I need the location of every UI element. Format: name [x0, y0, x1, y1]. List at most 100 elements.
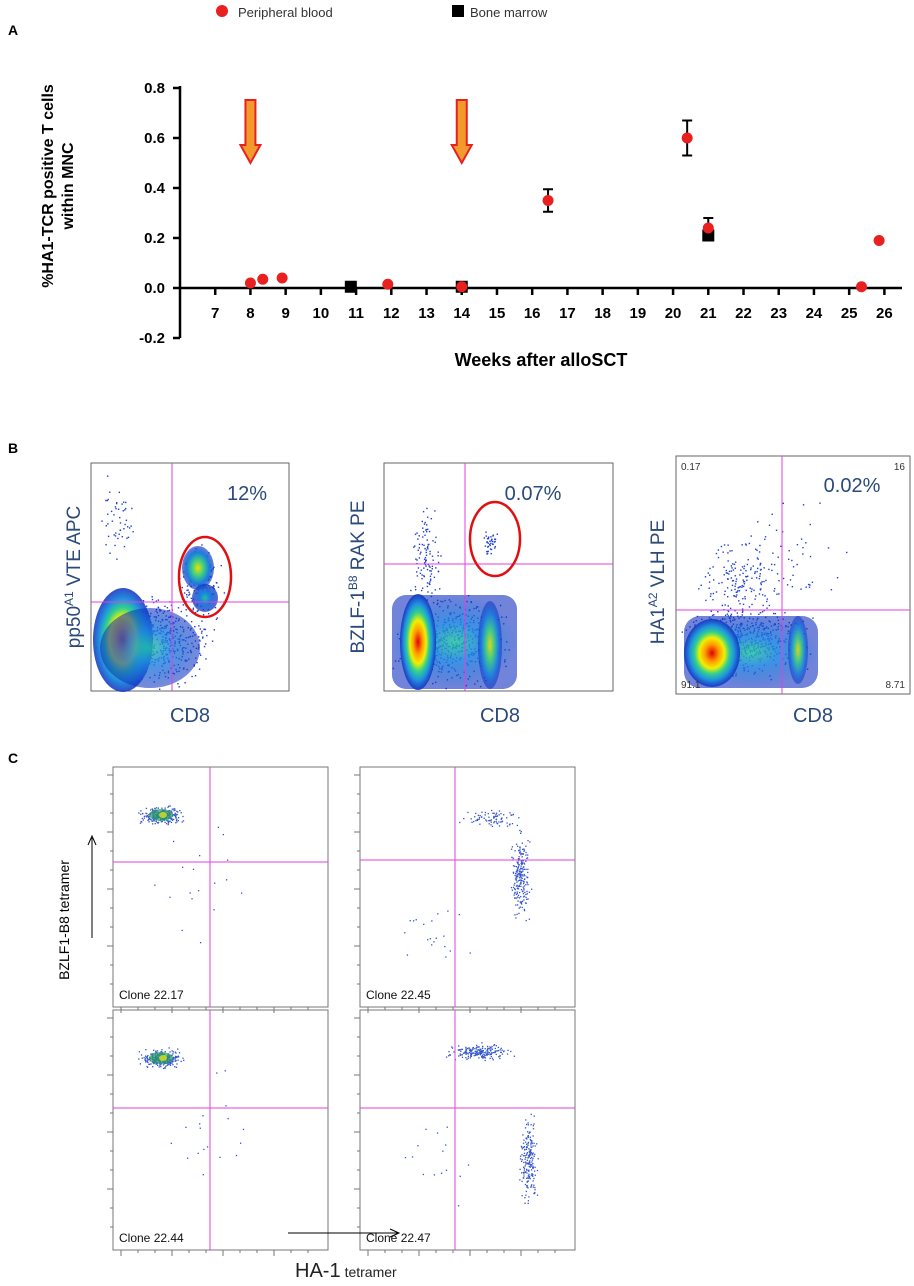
event-dot — [792, 566, 795, 568]
event-dot — [160, 821, 163, 823]
event-dot — [465, 1046, 467, 1049]
event-dot — [527, 884, 529, 886]
event-dot — [468, 1048, 470, 1050]
event-dot — [107, 513, 109, 515]
event-dot — [483, 1054, 486, 1056]
gate-circle — [468, 500, 522, 578]
event-dot — [164, 1050, 166, 1053]
event-dot — [485, 1051, 487, 1053]
event-dot — [146, 813, 148, 815]
event-dot — [742, 579, 745, 581]
event-dot — [168, 1047, 170, 1049]
event-dot — [451, 1047, 454, 1049]
event-dot — [724, 614, 727, 617]
event-dot — [805, 586, 807, 588]
event-dot — [515, 875, 518, 877]
event-dot — [167, 1063, 169, 1065]
event-dot — [406, 954, 409, 956]
x-tick-label: 17 — [559, 305, 576, 322]
event-dot — [160, 1063, 162, 1066]
event-dot — [523, 1139, 525, 1141]
event-dot — [177, 1048, 179, 1050]
event-dot — [738, 600, 740, 602]
event-dot — [730, 565, 733, 567]
event-dot — [149, 809, 152, 811]
event-dot — [532, 1135, 534, 1137]
event-dot — [179, 810, 181, 812]
event-dot — [529, 1138, 531, 1141]
event-dot — [477, 814, 480, 817]
event-dot — [732, 569, 735, 571]
event-dot — [527, 876, 529, 879]
event-dot — [520, 854, 522, 856]
event-dot — [758, 551, 761, 553]
cell-population — [478, 601, 502, 689]
event-dot — [483, 817, 485, 819]
event-dot — [763, 580, 765, 583]
event-dot — [519, 848, 521, 850]
event-dot — [217, 826, 220, 829]
event-dot — [478, 1046, 480, 1048]
event-dot — [170, 1060, 172, 1062]
event-dot — [529, 1178, 531, 1180]
treatment-arrow-icon — [450, 99, 474, 166]
event-dot — [500, 1051, 502, 1054]
event-dot — [490, 1053, 492, 1056]
clone-plot: Clone 22.45 — [354, 766, 576, 1013]
peripheral-blood-point — [855, 281, 867, 293]
event-dot — [141, 1057, 143, 1059]
event-dot — [525, 893, 527, 896]
event-dot — [149, 1060, 151, 1062]
event-dot — [430, 570, 432, 572]
event-dot — [519, 850, 521, 852]
event-dot — [202, 614, 205, 616]
event-dot — [526, 893, 528, 895]
event-dot — [431, 592, 433, 594]
event-dot — [467, 1055, 470, 1057]
event-dot — [715, 591, 718, 593]
event-dot — [451, 1046, 453, 1048]
event-dot — [172, 1060, 174, 1063]
event-dot — [532, 1186, 534, 1188]
event-dot — [188, 591, 190, 593]
event-dot — [176, 810, 178, 813]
event-dot — [181, 866, 184, 868]
event-dot — [517, 867, 519, 869]
event-dot — [181, 586, 184, 589]
event-dot — [205, 643, 207, 645]
event-dot — [416, 575, 419, 577]
event-dot — [488, 1048, 491, 1050]
event-dot — [515, 893, 518, 896]
event-dot — [198, 854, 201, 857]
event-dot — [426, 539, 428, 541]
event-dot — [458, 1055, 460, 1057]
event-dot — [760, 583, 763, 586]
event-dot — [123, 527, 125, 530]
event-dot — [145, 816, 148, 818]
event-dot — [212, 584, 215, 587]
event-dot — [524, 1158, 526, 1160]
event-dot — [207, 612, 210, 615]
event-dot — [159, 1064, 161, 1066]
event-dot — [496, 815, 499, 817]
event-dot — [146, 1056, 149, 1058]
event-dot — [759, 612, 762, 614]
event-dot — [182, 604, 184, 606]
event-dot — [422, 536, 424, 538]
event-dot — [729, 607, 732, 610]
event-dot — [491, 538, 493, 541]
event-dot — [518, 879, 521, 881]
event-dot — [177, 811, 179, 813]
event-dot — [488, 823, 490, 825]
event-dot — [525, 1148, 528, 1151]
event-dot — [531, 1142, 533, 1145]
event-dot — [739, 574, 741, 576]
event-dot — [515, 885, 518, 887]
event-dot — [426, 547, 429, 549]
event-dot — [146, 1066, 149, 1068]
event-dot — [513, 884, 515, 886]
event-dot — [421, 543, 424, 546]
event-dot — [519, 1168, 521, 1171]
event-dot — [481, 1050, 483, 1052]
event-dot — [226, 859, 229, 861]
